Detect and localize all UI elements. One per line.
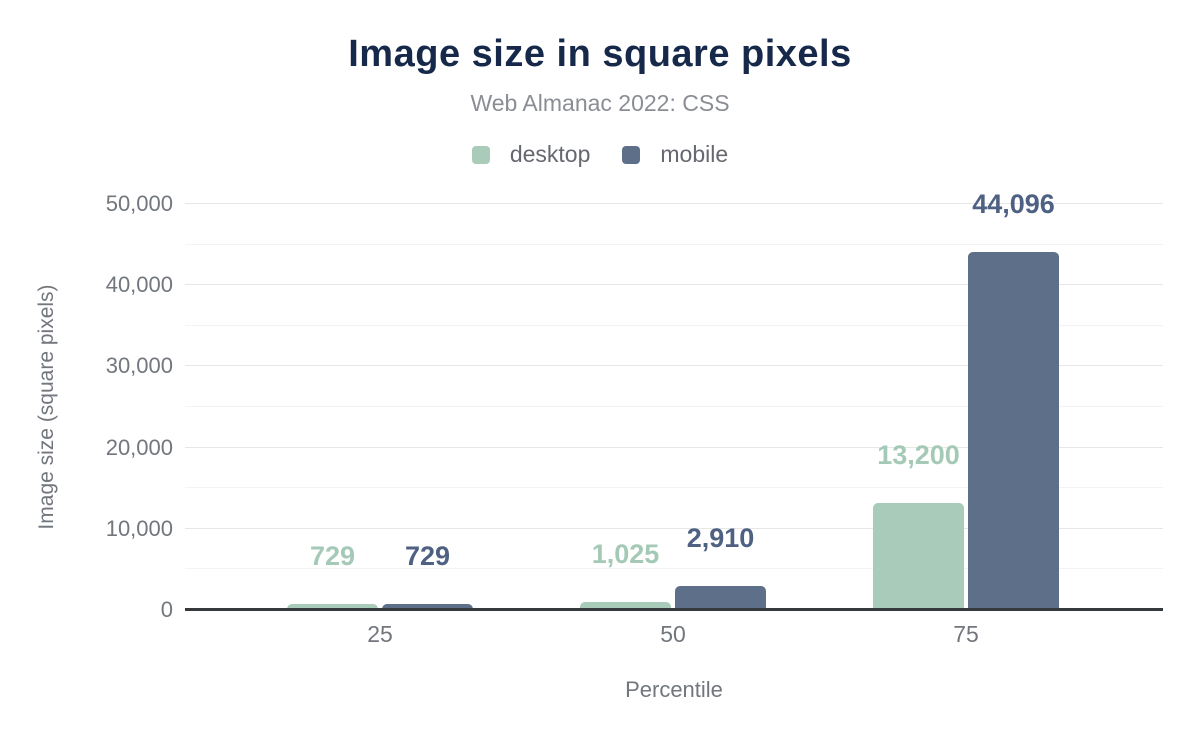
legend-swatch-mobile (622, 145, 641, 164)
legend-label: mobile (660, 141, 729, 167)
x-axis-title: Percentile (625, 677, 723, 702)
gridline-minor (185, 243, 1163, 245)
bar-mobile-p75[interactable] (968, 252, 1059, 610)
x-tick-label-50: 50 (660, 621, 686, 647)
bar-value-desktop-p50: 1,025 (591, 539, 660, 569)
y-axis-title: Image size (square pixels) (35, 284, 58, 530)
gridline-minor (185, 568, 1163, 570)
y-tick-label: 50,000 (105, 191, 173, 216)
bar-mobile-p25[interactable] (382, 604, 473, 610)
gridline-minor (185, 324, 1163, 326)
y-tick-label: 0 (160, 597, 173, 622)
gridline-major (185, 284, 1163, 286)
y-tick-label: 20,000 (105, 434, 173, 460)
plot-area: 729 1,025 13,200 729 2,910 44,096 (185, 190, 1163, 611)
x-tick-label-75: 75 (953, 621, 979, 647)
gridline-major (185, 203, 1163, 204)
chart-subtitle: Web Almanac 2022: CSS (470, 90, 730, 116)
chart-title: Image size in square pixels (348, 33, 852, 75)
legend-item-mobile[interactable]: mobile (622, 141, 728, 168)
bar-value-mobile-p50: 2,910 (686, 523, 755, 553)
bar-value-mobile-p25: 729 (404, 541, 451, 571)
y-tick-label: 40,000 (105, 272, 173, 298)
legend-swatch-desktop (471, 145, 490, 164)
legend-label: desktop (509, 141, 591, 167)
gridline-major (185, 365, 1163, 367)
bar-value-desktop-p75: 13,200 (877, 440, 960, 470)
bar-desktop-p25[interactable] (287, 604, 378, 610)
gridline-major (185, 527, 1163, 529)
bar-desktop-p50[interactable] (580, 602, 671, 610)
gridline-major (185, 446, 1163, 448)
bar-value-desktop-p25: 729 (309, 541, 356, 571)
legend: desktop mobile (0, 141, 1200, 168)
legend-item-desktop[interactable]: desktop (471, 141, 591, 168)
gridline-minor (185, 406, 1163, 407)
bar-desktop-p75[interactable] (873, 503, 964, 610)
x-axis-line (185, 608, 1163, 611)
y-tick-label: 10,000 (105, 515, 173, 541)
x-tick-label-25: 25 (367, 621, 393, 647)
y-tick-label: 30,000 (105, 353, 173, 379)
bar-value-mobile-p75: 44,096 (972, 189, 1055, 219)
bar-mobile-p50[interactable] (675, 586, 766, 610)
gridline-minor (185, 487, 1163, 489)
